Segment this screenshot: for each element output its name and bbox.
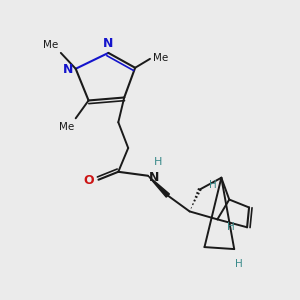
Text: Me: Me xyxy=(43,40,58,50)
Text: Me: Me xyxy=(59,122,75,132)
Text: H: H xyxy=(154,157,162,167)
Text: N: N xyxy=(63,63,74,76)
Text: H: H xyxy=(209,180,217,190)
Polygon shape xyxy=(148,176,170,197)
Text: N: N xyxy=(149,171,159,184)
Text: O: O xyxy=(83,174,94,187)
Text: H: H xyxy=(235,259,243,269)
Text: N: N xyxy=(103,37,114,50)
Text: H: H xyxy=(227,222,235,232)
Text: Me: Me xyxy=(153,53,168,63)
